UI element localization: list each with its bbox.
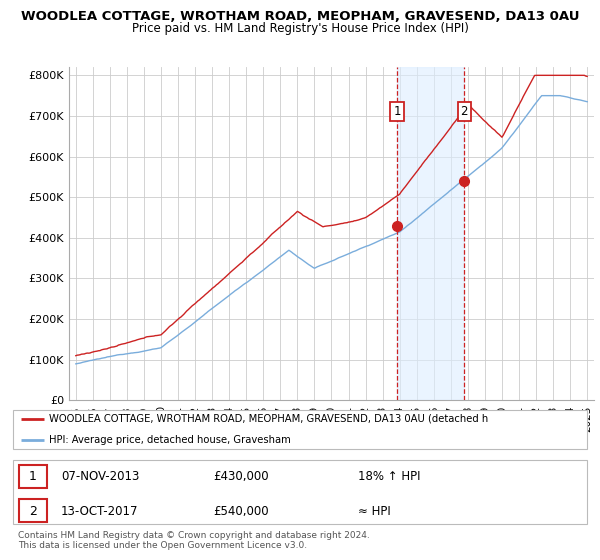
FancyBboxPatch shape: [13, 460, 587, 524]
Text: 18% ↑ HPI: 18% ↑ HPI: [358, 470, 420, 483]
Text: £430,000: £430,000: [214, 470, 269, 483]
Text: 2: 2: [29, 505, 37, 517]
Text: 1: 1: [29, 470, 37, 483]
Text: 2: 2: [461, 105, 468, 118]
FancyBboxPatch shape: [19, 465, 47, 488]
FancyBboxPatch shape: [13, 409, 587, 449]
Text: Price paid vs. HM Land Registry's House Price Index (HPI): Price paid vs. HM Land Registry's House …: [131, 22, 469, 35]
Text: 1: 1: [394, 105, 401, 118]
FancyBboxPatch shape: [19, 500, 47, 522]
Text: £540,000: £540,000: [214, 505, 269, 517]
Text: ≈ HPI: ≈ HPI: [358, 505, 391, 517]
Text: 07-NOV-2013: 07-NOV-2013: [61, 470, 139, 483]
Text: HPI: Average price, detached house, Gravesham: HPI: Average price, detached house, Grav…: [49, 435, 291, 445]
Bar: [397, 67, 464, 400]
Text: Contains HM Land Registry data © Crown copyright and database right 2024.
This d: Contains HM Land Registry data © Crown c…: [18, 531, 370, 550]
Text: 13-OCT-2017: 13-OCT-2017: [61, 505, 139, 517]
Text: WOODLEA COTTAGE, WROTHAM ROAD, MEOPHAM, GRAVESEND, DA13 0AU: WOODLEA COTTAGE, WROTHAM ROAD, MEOPHAM, …: [21, 10, 579, 23]
Text: WOODLEA COTTAGE, WROTHAM ROAD, MEOPHAM, GRAVESEND, DA13 0AU (detached h: WOODLEA COTTAGE, WROTHAM ROAD, MEOPHAM, …: [49, 414, 488, 424]
